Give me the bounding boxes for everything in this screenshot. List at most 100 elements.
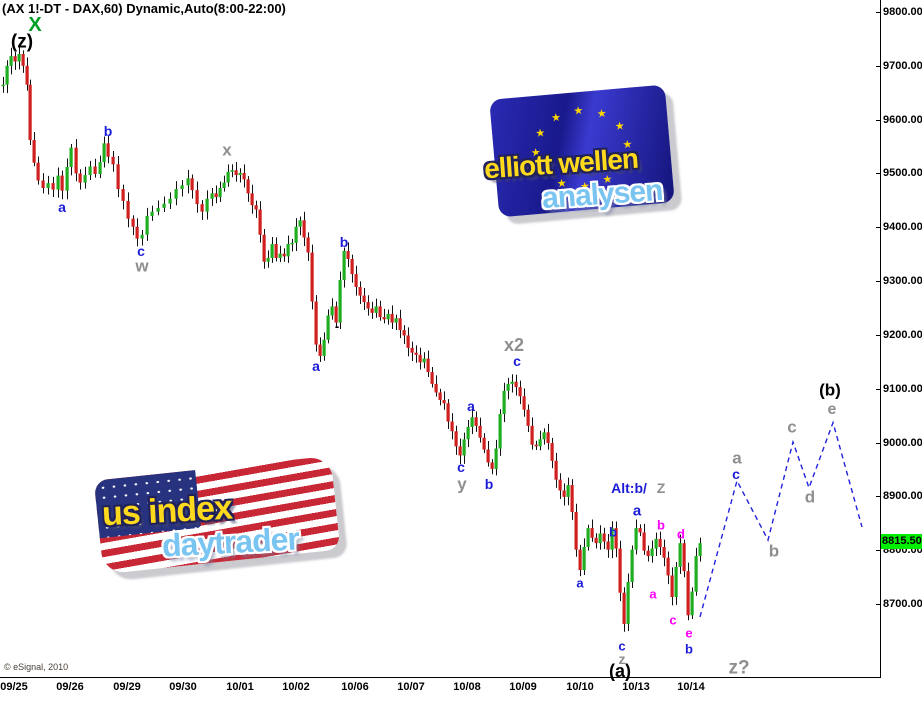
candle [342, 250, 346, 281]
candle [554, 460, 558, 480]
candle [622, 592, 626, 624]
candle [570, 485, 574, 512]
candle [302, 220, 306, 238]
candle [378, 306, 382, 318]
candle [450, 421, 454, 432]
candle [326, 315, 330, 340]
candle [314, 301, 318, 345]
candle [502, 390, 506, 415]
date-axis-label: 10/07 [397, 681, 425, 693]
eu-star-icon: ★ [550, 111, 562, 125]
candle [51, 183, 55, 190]
candle [590, 528, 594, 538]
candle [13, 56, 17, 62]
price-axis-label: 9400.00 [883, 221, 922, 234]
candle [642, 532, 646, 551]
candle [250, 193, 254, 206]
candle [226, 171, 230, 183]
candle [618, 548, 622, 593]
price-axis-label: 9500.00 [883, 167, 922, 180]
date-axis-label: 09/25 [0, 681, 28, 693]
candle [582, 546, 586, 571]
candle [522, 396, 526, 410]
us-logo-line2: daytrader [161, 520, 300, 564]
date-axis-label: 10/02 [282, 681, 310, 693]
candle [394, 318, 398, 323]
candle [83, 175, 87, 183]
candle [322, 339, 326, 356]
candle [190, 178, 194, 191]
candle [598, 533, 602, 544]
candle [200, 204, 204, 212]
candle [56, 175, 60, 190]
eu-logo-line2: analysen [540, 173, 664, 216]
candle [578, 549, 582, 571]
price-axis-label: 9200.00 [883, 328, 922, 341]
candle [270, 243, 274, 258]
candle [282, 253, 286, 257]
price-axis-label: 9100.00 [883, 382, 922, 395]
date-axis-label: 10/06 [341, 681, 369, 693]
candle [168, 198, 172, 204]
candle [690, 591, 694, 616]
candle [350, 259, 354, 275]
candle [238, 172, 242, 176]
candle [210, 193, 214, 199]
candle [131, 218, 135, 227]
candle [474, 417, 478, 426]
candle [506, 383, 510, 391]
eu-star-icon: ★ [596, 107, 608, 121]
candle [93, 166, 97, 174]
date-axis-label: 09/29 [113, 681, 141, 693]
candle [274, 243, 278, 258]
candle [630, 549, 634, 582]
candle [334, 306, 338, 323]
date-axis-label: 10/13 [622, 681, 650, 693]
candle [586, 528, 590, 547]
date-axis-label: 10/01 [226, 681, 254, 693]
candle [338, 280, 342, 323]
candle [402, 330, 406, 336]
candle [242, 172, 246, 180]
candle [205, 198, 209, 212]
candle [454, 431, 458, 447]
candle [258, 209, 262, 235]
candle [538, 439, 542, 447]
candle [162, 203, 166, 208]
candle [654, 538, 658, 549]
candle [25, 65, 29, 85]
candle [5, 65, 9, 85]
candle [426, 358, 430, 373]
candle [98, 162, 102, 174]
candle [106, 143, 110, 157]
candle [140, 234, 144, 239]
candle [65, 166, 69, 191]
candle [278, 253, 282, 258]
candle [374, 306, 378, 313]
candle [36, 162, 40, 181]
us-index-daytrader-logo: us index daytrader [92, 455, 382, 581]
projection-line [699, 420, 863, 618]
candle [446, 403, 450, 422]
last-price-tag: 8815.50 [881, 533, 922, 549]
candle [610, 528, 614, 550]
candle [330, 306, 334, 316]
candle [74, 147, 78, 174]
candle [180, 185, 184, 190]
candle [406, 335, 410, 348]
price-axis-label: 9800.00 [883, 6, 922, 18]
candle [514, 381, 518, 388]
candle [346, 250, 350, 260]
candle [1, 84, 5, 87]
candle [318, 344, 322, 356]
date-axis-label: 09/30 [169, 681, 197, 693]
candle [354, 274, 358, 288]
price-axis-label: 9600.00 [883, 113, 922, 126]
candle [88, 166, 92, 176]
candle [678, 543, 682, 567]
price-axis-label: 8900.00 [883, 490, 922, 503]
candle [262, 234, 266, 262]
eu-star-icon: ★ [573, 104, 584, 118]
candle [17, 53, 21, 62]
